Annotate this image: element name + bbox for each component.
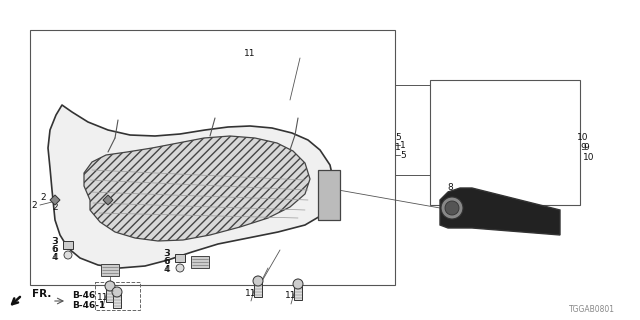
- Polygon shape: [440, 188, 560, 235]
- Polygon shape: [103, 195, 113, 205]
- Text: 2: 2: [40, 194, 46, 203]
- Text: 4: 4: [51, 252, 57, 261]
- Circle shape: [176, 264, 184, 272]
- Circle shape: [64, 251, 72, 259]
- Polygon shape: [84, 136, 310, 241]
- Polygon shape: [50, 195, 60, 205]
- Text: 4: 4: [163, 266, 169, 275]
- Text: 2: 2: [105, 203, 111, 212]
- FancyBboxPatch shape: [101, 264, 119, 276]
- Text: FR.: FR.: [32, 289, 51, 299]
- FancyBboxPatch shape: [254, 281, 262, 297]
- Text: 1: 1: [395, 143, 401, 153]
- Text: 2: 2: [119, 194, 125, 203]
- Text: 11: 11: [244, 49, 256, 58]
- Text: 4: 4: [52, 253, 58, 262]
- Text: 5: 5: [400, 150, 406, 159]
- Text: 8: 8: [446, 191, 452, 201]
- Circle shape: [441, 197, 463, 219]
- Text: TGGAB0801: TGGAB0801: [569, 306, 615, 315]
- Polygon shape: [318, 170, 340, 220]
- Text: 1: 1: [400, 140, 406, 149]
- Text: 9: 9: [583, 143, 589, 153]
- Text: 8: 8: [447, 183, 453, 193]
- Text: 11: 11: [245, 289, 257, 298]
- Text: 7: 7: [459, 191, 465, 201]
- Circle shape: [253, 276, 263, 286]
- Circle shape: [112, 287, 122, 297]
- Polygon shape: [48, 105, 334, 268]
- Text: 10: 10: [577, 133, 589, 142]
- FancyBboxPatch shape: [175, 254, 185, 262]
- Text: 6: 6: [163, 258, 169, 267]
- Text: 9: 9: [580, 143, 586, 153]
- Text: 6: 6: [164, 258, 170, 267]
- Text: 3: 3: [52, 237, 58, 246]
- Text: 2: 2: [52, 203, 58, 212]
- Text: 7: 7: [458, 191, 464, 201]
- FancyBboxPatch shape: [294, 284, 302, 300]
- Text: 3: 3: [51, 236, 57, 245]
- FancyBboxPatch shape: [106, 286, 114, 302]
- Text: 3: 3: [163, 250, 169, 259]
- Text: 6: 6: [51, 244, 57, 253]
- Text: 3: 3: [164, 250, 170, 259]
- Circle shape: [105, 281, 115, 291]
- FancyBboxPatch shape: [191, 256, 209, 268]
- FancyBboxPatch shape: [113, 292, 121, 308]
- Circle shape: [293, 279, 303, 289]
- Text: B-46: B-46: [72, 292, 95, 300]
- Text: 4: 4: [164, 266, 170, 275]
- Text: 5: 5: [395, 133, 401, 142]
- Text: 11: 11: [97, 293, 109, 302]
- Text: B-46-1: B-46-1: [72, 301, 105, 310]
- Text: 11: 11: [285, 292, 297, 300]
- Text: 2: 2: [31, 201, 37, 210]
- Circle shape: [445, 201, 459, 215]
- Text: 2: 2: [111, 201, 117, 210]
- Text: 10: 10: [583, 154, 595, 163]
- Text: 6: 6: [52, 245, 58, 254]
- FancyBboxPatch shape: [63, 241, 73, 249]
